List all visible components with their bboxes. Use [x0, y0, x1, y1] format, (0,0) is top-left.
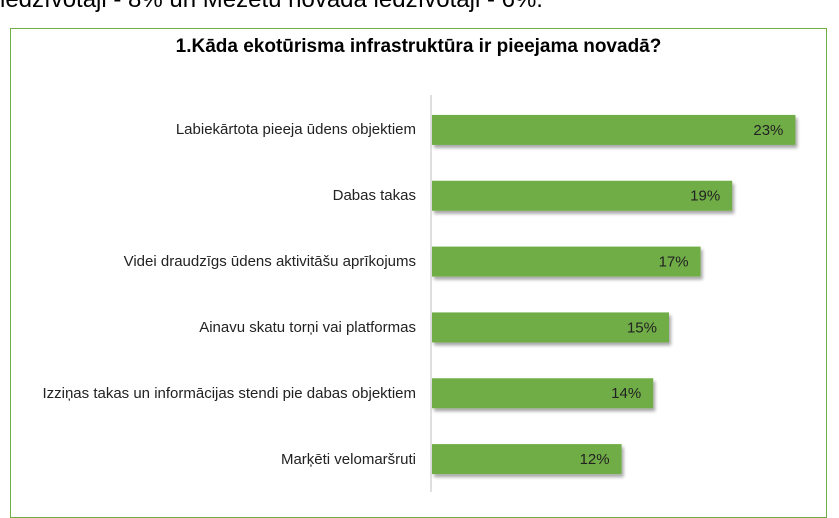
category-label: Izziņas takas un informācijas stendi pie… [42, 384, 416, 402]
chart-title: 1.Kāda ekotūrisma infrastruktūra ir piee… [175, 36, 662, 57]
category-label-box: Videi draudzīgs ūdens aktivitāšu aprīkoj… [18, 237, 416, 287]
bar [432, 180, 733, 211]
value-label: 23% [753, 122, 783, 139]
bar [432, 444, 622, 475]
bar [432, 246, 701, 277]
category-label: Marķēti velomaršruti [280, 450, 416, 468]
category-label: Labiekārtota pieeja ūdens objektiem [175, 121, 416, 139]
category-label-box: Dabas takas [18, 171, 416, 221]
value-label: 17% [659, 254, 689, 271]
category-label-box: Izziņas takas un informācijas stendi pie… [18, 368, 416, 418]
category-label: Ainavu skatu torņi vai platformas [199, 318, 416, 336]
category-label-box: Marķēti velomaršruti [18, 434, 416, 484]
bar [432, 378, 654, 409]
category-label-box: Ainavu skatu torņi vai platformas [18, 302, 416, 352]
bar [432, 114, 796, 145]
value-label: 15% [627, 319, 657, 336]
value-label: 12% [580, 451, 610, 468]
bar [432, 312, 669, 343]
category-label: Videi draudzīgs ūdens aktivitāšu aprīkoj… [123, 253, 416, 271]
caption: iedzīvotāji - 8% un Mežetu novadā iedzīv… [0, 0, 543, 14]
category-label-box: Labiekārtota pieeja ūdens objektiem [18, 105, 416, 155]
category-label: Dabas takas [332, 187, 416, 205]
value-label: 14% [611, 385, 641, 402]
value-label: 19% [690, 188, 720, 205]
